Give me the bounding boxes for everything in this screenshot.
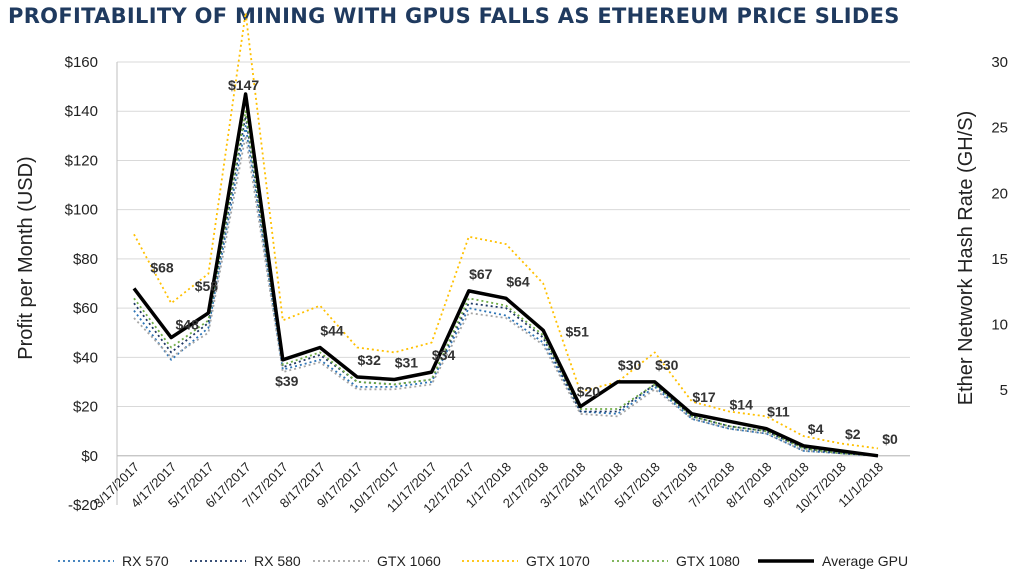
series-lines — [132, 11, 879, 458]
data-label: $17 — [692, 389, 716, 405]
data-label: $30 — [655, 357, 679, 373]
data-label: $2 — [845, 426, 861, 442]
secondary-y-axis-label: Ether Network Hash Rate (GH/S) — [955, 111, 977, 406]
series-line-gtx-1060 — [133, 134, 879, 457]
secondary-y-tick-label: 30 — [991, 54, 1008, 71]
series-line-average-gpu — [132, 92, 879, 458]
secondary-y-axis-ticks: 5 10 15 20 25 30 — [991, 54, 1008, 399]
chart-title: PROFITABILITY OF MINING WITH GPUS FALLS … — [8, 4, 900, 28]
y-tick-label: -$20 — [68, 497, 98, 514]
data-label: $31 — [395, 354, 419, 370]
data-labels: $68 $48 $58 $147 $39 $44 $32 $31 $34 $67 $64 $51 $20… — [150, 77, 898, 447]
data-label: $14 — [730, 396, 754, 412]
data-label: $20 — [577, 384, 601, 400]
data-label: $58 — [195, 278, 219, 294]
y-tick-label: $100 — [65, 202, 98, 219]
legend-label: GTX 1060 — [377, 553, 441, 569]
legend-label: RX 580 — [254, 553, 301, 569]
y-tick-label: $80 — [73, 251, 98, 268]
data-label: $34 — [432, 347, 456, 363]
legend-label: Average GPU — [822, 553, 908, 569]
gridlines — [116, 61, 910, 505]
secondary-y-tick-label: 15 — [991, 251, 1008, 268]
y-tick-label: $40 — [73, 349, 98, 366]
secondary-y-tick-label: 25 — [991, 120, 1008, 137]
data-label: $0 — [882, 431, 898, 447]
series-line-gtx-1080 — [133, 110, 879, 457]
y-axis-ticks: -$20 $0 $20 $40 $60 $80 $100 $120 $140 $160 — [65, 54, 98, 514]
secondary-y-tick-label: 10 — [991, 317, 1008, 334]
series-line-gtx-1070 — [133, 11, 879, 450]
legend-label: GTX 1080 — [676, 553, 740, 569]
data-label: $51 — [566, 323, 590, 339]
data-label: $67 — [469, 266, 493, 282]
y-tick-label: $140 — [65, 103, 98, 120]
legend: RX 570 RX 580 GTX 1060 GTX 1070 GTX 1080 Aver… — [58, 553, 908, 569]
data-label: $4 — [808, 421, 824, 437]
data-label: $39 — [275, 373, 299, 389]
y-axis-label: Profit per Month (USD) — [15, 156, 37, 359]
data-label: $11 — [767, 404, 790, 420]
y-tick-label: $20 — [73, 399, 98, 416]
y-tick-label: $0 — [81, 448, 98, 465]
series-line-rx-580 — [133, 115, 879, 457]
y-tick-label: $160 — [65, 54, 98, 71]
data-label: $68 — [150, 259, 174, 275]
y-tick-label: $120 — [65, 152, 98, 169]
x-axis-ticks: 3/17/20174/17/20175/17/20176/17/20177/17… — [91, 459, 887, 516]
legend-label: GTX 1070 — [526, 553, 590, 569]
data-label: $147 — [228, 77, 259, 93]
data-label: $44 — [320, 322, 344, 338]
secondary-y-tick-label: 5 — [1000, 382, 1008, 399]
data-label: $32 — [358, 352, 382, 368]
legend-label: RX 570 — [122, 553, 169, 569]
secondary-y-tick-label: 20 — [991, 185, 1008, 202]
data-label: $48 — [176, 317, 200, 333]
data-label: $30 — [618, 357, 642, 373]
data-label: $64 — [506, 273, 530, 289]
y-tick-label: $60 — [73, 300, 98, 317]
